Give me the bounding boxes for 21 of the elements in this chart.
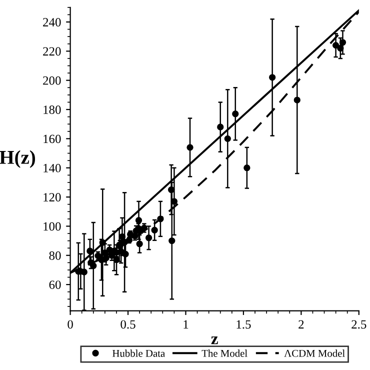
y-tick-label: 200 — [43, 76, 61, 85]
x-tick-label: 2.5 — [352, 320, 366, 329]
y-tick-label: 220 — [43, 47, 61, 56]
legend-label: Hubble Data — [112, 350, 165, 357]
y-axis-title: H(z) — [0, 150, 36, 168]
y-tick-label: 180 — [44, 106, 61, 114]
x-tick-label: 0 — [68, 320, 73, 329]
x-tick-label: 1.5 — [236, 320, 251, 329]
x-tick-label: 2 — [298, 320, 304, 328]
y-tick-label: 240 — [43, 18, 61, 26]
y-tick-label: 60 — [49, 280, 61, 290]
legend-label: ΛCDM Model — [284, 350, 345, 357]
y-tick-label: 100 — [44, 222, 61, 231]
y-tick-label: 160 — [44, 134, 61, 144]
y-tick-label: 140 — [44, 164, 61, 172]
legend-label: The Model — [202, 350, 248, 357]
y-tick-label: 80 — [49, 251, 61, 260]
x-tick-label: 0.5 — [120, 320, 136, 329]
y-tick-label: 120 — [44, 193, 61, 202]
x-tick-label: 1 — [184, 320, 188, 328]
x-axis-title: z — [211, 336, 218, 344]
